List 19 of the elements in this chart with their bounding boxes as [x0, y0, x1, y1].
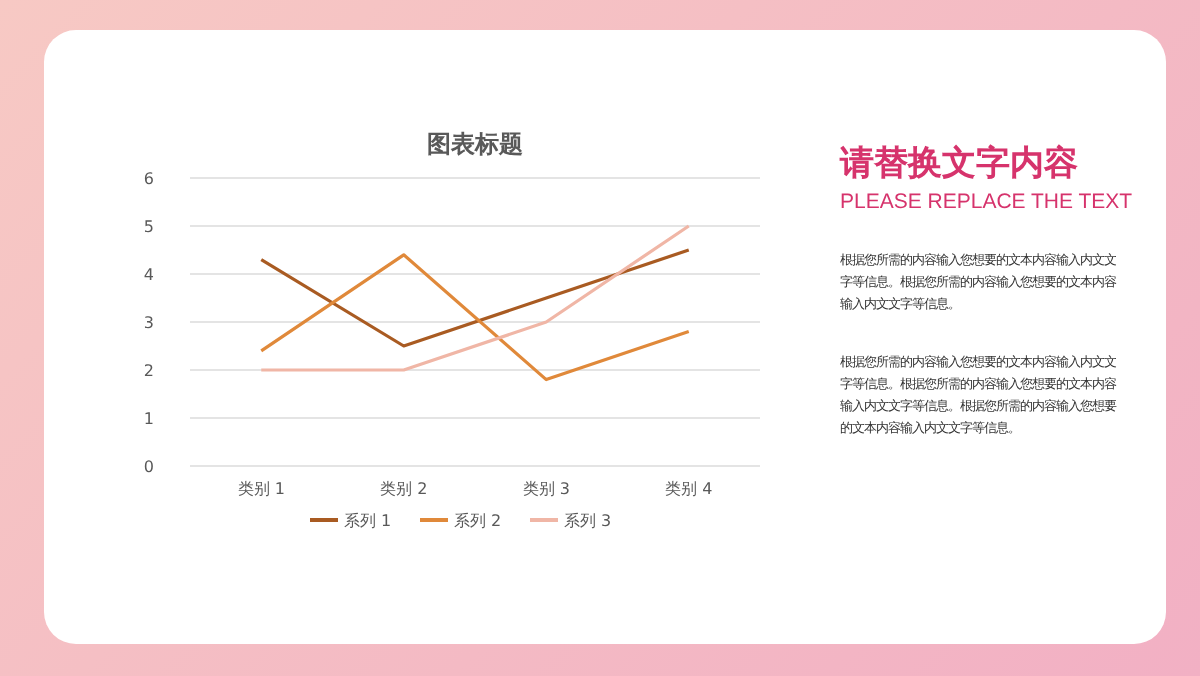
x-tick-label: 类别 1	[237, 480, 285, 498]
x-tick-label: 类别 3	[522, 480, 570, 498]
y-tick-label: 6	[143, 170, 154, 188]
y-tick-label: 0	[143, 458, 154, 476]
text: 请替换文字内容	[840, 142, 1080, 186]
y-tick-label: 3	[143, 314, 154, 332]
x-tick-label: 类别 4	[665, 480, 713, 498]
y-tick-label: 2	[143, 362, 154, 380]
legend-label: 系列 3	[564, 512, 612, 530]
text: PLEASE REPLACE THE TEXT	[840, 190, 1133, 214]
chart-title: 图表标题	[427, 130, 523, 158]
y-tick-label: 5	[143, 218, 154, 236]
y-tick-label: 1	[143, 410, 154, 428]
line-series	[259, 248, 691, 348]
x-tick-label: 类别 2	[380, 480, 428, 498]
y-tick-label: 4	[143, 266, 154, 284]
legend-label: 系列 1	[344, 512, 392, 530]
line-series	[259, 253, 691, 382]
legend-label: 系列 2	[454, 512, 502, 530]
